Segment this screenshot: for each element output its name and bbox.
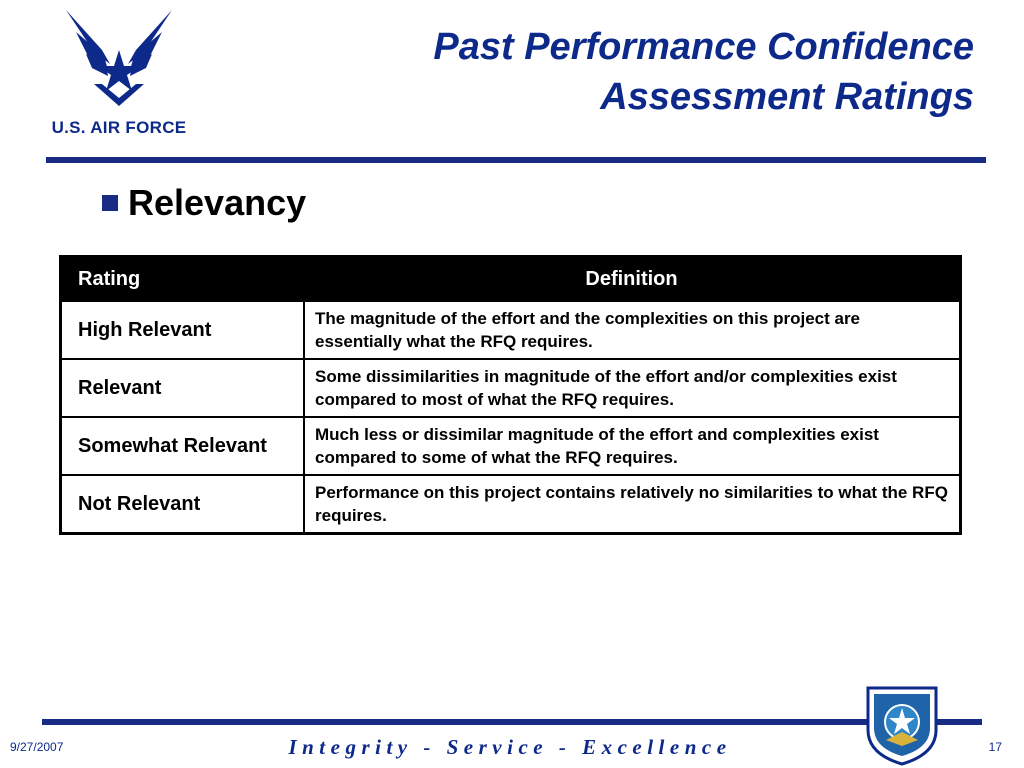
page-number: 17 <box>988 740 1002 754</box>
table-row: Relevant Some dissimilarities in magnitu… <box>59 358 962 418</box>
definition-cell: Performance on this project contains rel… <box>303 474 962 535</box>
definition-cell: Some dissimilarities in magnitude of the… <box>303 358 962 418</box>
section-heading: Relevancy <box>128 182 307 223</box>
footer-motto: Integrity - Service - Excellence <box>288 735 732 759</box>
logo-wordmark: U.S. AIR FORCE <box>51 118 187 137</box>
definition-cell: The magnitude of the effort and the comp… <box>303 300 962 360</box>
column-header-definition: Definition <box>304 256 961 301</box>
bullet-square-icon <box>102 195 118 211</box>
rating-cell: High Relevant <box>59 300 305 360</box>
table-row: Somewhat Relevant Much less or dissimila… <box>59 416 962 476</box>
rating-cell: Not Relevant <box>59 474 305 535</box>
title-line-2: Assessment Ratings <box>600 76 974 118</box>
command-shield-icon <box>866 686 938 766</box>
definition-cell: Much less or dissimilar magnitude of the… <box>303 416 962 476</box>
section-bullet: Relevancy <box>102 182 306 224</box>
table-header-row: Rating Definition <box>60 256 961 301</box>
table-row: Not Relevant Performance on this project… <box>59 474 962 535</box>
top-divider <box>46 157 986 163</box>
relevancy-table: Rating Definition High Relevant The magn… <box>59 255 962 535</box>
rating-cell: Somewhat Relevant <box>59 416 305 476</box>
table-row: High Relevant The magnitude of the effor… <box>59 300 962 360</box>
column-header-rating: Rating <box>60 256 304 301</box>
title-line-1: Past Performance Confidence <box>433 26 974 68</box>
air-force-logo: U.S. AIR FORCE <box>38 6 200 137</box>
footer-date: 9/27/2007 <box>10 740 64 754</box>
rating-cell: Relevant <box>59 358 305 418</box>
page-title: Past Performance Confidence Assessment R… <box>274 22 974 122</box>
air-force-wings-icon <box>66 10 172 106</box>
bottom-divider <box>42 719 982 725</box>
